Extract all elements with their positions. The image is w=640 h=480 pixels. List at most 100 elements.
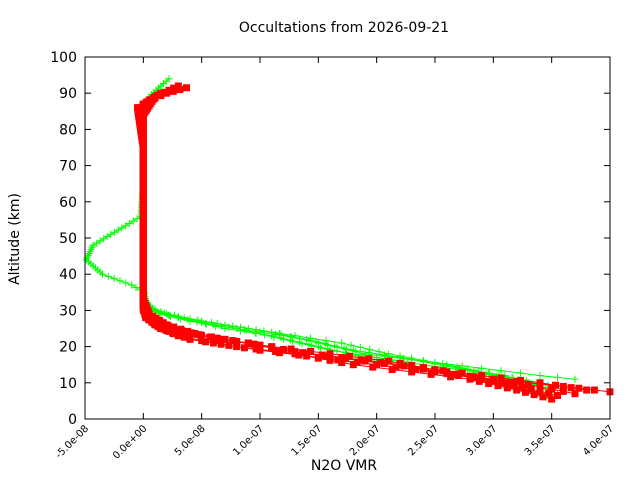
plot-marks <box>82 75 614 403</box>
data-point-square <box>187 329 195 337</box>
y-tick-label: 60 <box>59 195 77 211</box>
series-2-profile-line <box>142 85 587 391</box>
data-point-square <box>388 366 396 374</box>
x-tick-label: 3.5e-07 <box>523 423 558 458</box>
data-point-square <box>548 385 556 393</box>
data-point-square <box>303 352 311 360</box>
data-point-square <box>256 342 264 350</box>
x-tick-label: 5.0e-08 <box>173 423 208 458</box>
data-point-square <box>170 84 178 92</box>
data-point-plus <box>338 339 346 347</box>
data-point-plus <box>252 329 260 337</box>
data-point-square <box>221 335 229 343</box>
data-point-square <box>380 359 388 367</box>
data-point-square <box>443 368 451 376</box>
data-point-square <box>150 316 158 324</box>
x-tick-label: 1.0e-07 <box>231 423 266 458</box>
data-point-plus <box>349 346 357 354</box>
data-point-square <box>338 353 346 361</box>
data-point-plus <box>571 375 579 383</box>
y-tick-label: 40 <box>59 267 77 283</box>
data-point-plus <box>384 350 392 358</box>
data-point-square <box>345 352 353 360</box>
data-point-plus <box>497 367 505 375</box>
data-point-square <box>552 381 560 389</box>
data-point-square <box>361 357 369 365</box>
data-point-plus <box>128 281 136 289</box>
data-point-plus <box>305 340 313 348</box>
data-point-square <box>583 386 591 394</box>
data-point-square <box>554 391 561 399</box>
x-tick-label: 4.0e-07 <box>581 423 616 458</box>
data-point-square <box>252 345 260 353</box>
data-point-plus <box>237 327 245 335</box>
data-point-square <box>575 384 583 392</box>
data-point-square <box>353 358 361 366</box>
data-point-square <box>510 381 518 389</box>
data-point-plus <box>287 333 295 341</box>
data-point-plus <box>118 224 126 232</box>
data-point-square <box>342 355 350 363</box>
x-tick-label: 0.0e+00 <box>111 423 149 461</box>
data-point-square <box>431 366 439 374</box>
y-tick-label: 100 <box>50 50 77 66</box>
data-point-square <box>268 343 276 351</box>
data-point-square <box>169 325 176 332</box>
data-point-plus <box>277 334 285 342</box>
data-point-plus <box>365 349 373 357</box>
data-point-plus <box>291 332 299 340</box>
data-point-plus <box>133 215 141 223</box>
data-point-plus <box>554 373 561 381</box>
data-point-square <box>536 383 544 391</box>
data-point-square <box>202 338 210 346</box>
x-tick-label: -5.0e-08 <box>54 423 91 460</box>
data-point-square <box>513 386 521 394</box>
data-point-square <box>384 357 392 365</box>
data-point-square <box>215 335 223 343</box>
data-point-plus <box>321 340 329 348</box>
data-point-square <box>233 338 241 346</box>
data-point-plus <box>122 279 130 287</box>
data-point-square <box>545 389 553 397</box>
data-point-plus <box>225 323 233 331</box>
y-tick-label: 70 <box>59 159 77 175</box>
series-2 <box>134 82 614 403</box>
data-point-square <box>178 327 186 335</box>
data-point-square <box>206 333 214 341</box>
x-tick-label: 2.0e-07 <box>348 423 383 458</box>
data-point-square <box>536 387 544 395</box>
data-point-square <box>322 352 330 360</box>
data-point-square <box>567 384 575 392</box>
x-tick-label: 2.5e-07 <box>406 423 441 458</box>
data-point-square <box>365 355 373 363</box>
data-point-plus <box>340 344 348 352</box>
data-point-plus <box>286 336 294 344</box>
data-point-square <box>517 376 525 384</box>
data-point-square <box>408 361 416 369</box>
data-point-square <box>180 333 188 341</box>
data-point-square <box>165 86 173 94</box>
data-point-square <box>164 322 172 330</box>
data-point-square <box>548 395 556 403</box>
data-point-plus <box>347 341 355 349</box>
data-point-square <box>159 320 167 328</box>
data-point-square <box>299 349 307 357</box>
data-point-square <box>539 393 547 401</box>
data-point-square <box>590 386 598 394</box>
data-point-square <box>256 346 264 354</box>
data-point-square <box>419 364 427 372</box>
data-point-square <box>478 374 486 382</box>
x-tick-label: 1.5e-07 <box>290 423 325 458</box>
data-point-square <box>157 89 165 97</box>
data-point-plus <box>122 222 130 230</box>
data-point-square <box>503 384 511 392</box>
data-point-plus <box>202 320 210 328</box>
data-point-square <box>155 318 162 326</box>
data-point-square <box>408 368 416 376</box>
data-point-square <box>458 369 466 377</box>
data-point-square <box>250 340 258 348</box>
data-point-square <box>275 349 283 357</box>
data-point-plus <box>125 220 133 228</box>
data-point-square <box>314 354 322 362</box>
